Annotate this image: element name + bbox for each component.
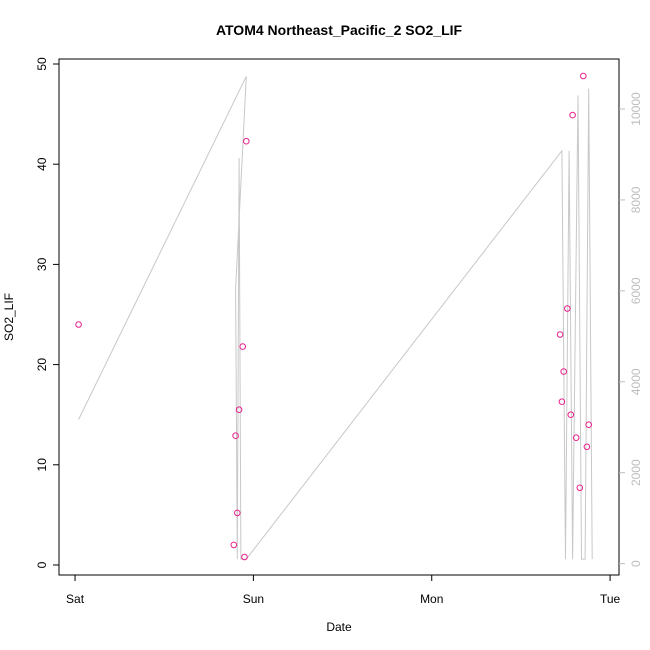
y-tick-label: 50 [35, 57, 49, 71]
data-point [232, 432, 239, 440]
x-axis: Sat Sun Mon Tue [66, 575, 621, 606]
plot-area [58, 58, 620, 576]
x-tick-label: Sun [243, 592, 264, 606]
data-point [241, 553, 248, 561]
data-point [569, 111, 576, 119]
data-point [558, 398, 566, 406]
x-tick-label: Mon [420, 592, 443, 606]
data-point [583, 443, 591, 451]
data-point [75, 321, 82, 328]
data-point [235, 406, 243, 414]
data-point [243, 137, 250, 145]
right-y-axis: 0 2000 4000 6000 8000 10000 [619, 92, 643, 567]
data-point [560, 368, 568, 375]
y-tick-label: 20 [35, 358, 49, 372]
y-axis-label: SO2_LIF [2, 293, 16, 341]
y-tick-label: 40 [35, 157, 49, 171]
y2-tick-label: 8000 [629, 186, 643, 213]
chart-title: ATOM4 Northeast_Pacific_2 SO2_LIF [216, 22, 463, 38]
y2-tick-label: 10000 [629, 92, 643, 126]
y2-tick-label: 2000 [629, 459, 643, 486]
data-point [234, 509, 241, 517]
y-tick-label: 30 [35, 257, 49, 271]
data-point [576, 484, 584, 492]
data-point [230, 541, 238, 549]
data-point [564, 305, 571, 312]
series-points [75, 72, 593, 561]
y2-tick-label: 6000 [629, 277, 643, 304]
y2-tick-label: 0 [629, 560, 643, 567]
data-point [580, 72, 587, 80]
x-tick-label: Tue [600, 592, 621, 606]
data-point [239, 343, 246, 350]
data-point [567, 411, 575, 419]
y-tick-label: 10 [35, 458, 49, 472]
series-line [78, 76, 593, 560]
x-tick-label: Sat [66, 592, 85, 606]
series-line-path [78, 76, 593, 560]
x-axis-label: Date [326, 620, 352, 634]
data-point [556, 331, 564, 338]
data-point [585, 421, 593, 429]
y2-tick-label: 4000 [629, 368, 643, 395]
left-y-axis: 0 10 20 30 40 50 [35, 57, 59, 568]
y-tick-label: 0 [35, 561, 49, 568]
data-point [572, 434, 580, 442]
